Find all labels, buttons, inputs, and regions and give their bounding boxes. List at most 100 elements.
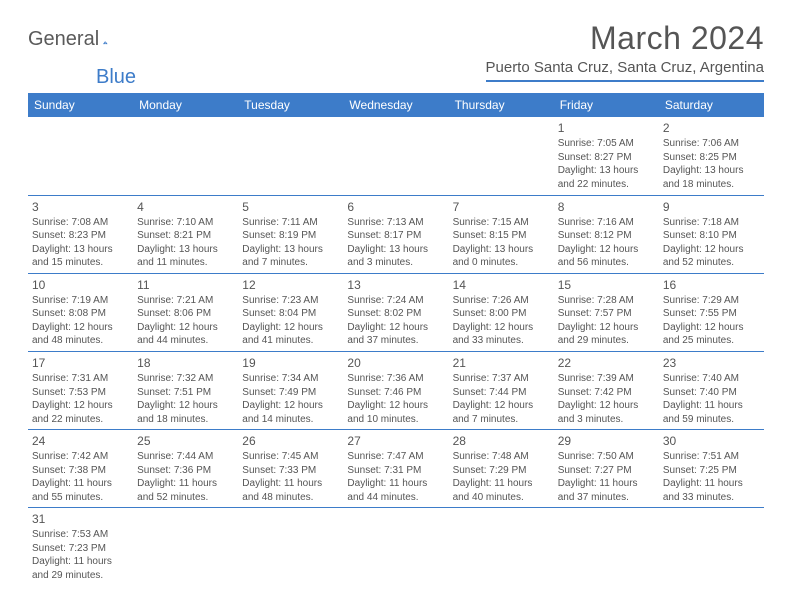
daylight-text: Daylight: 12 hours and 25 minutes. xyxy=(663,321,760,348)
sunset-text: Sunset: 7:55 PM xyxy=(663,307,760,321)
calendar-day-cell: 8Sunrise: 7:16 AMSunset: 8:12 PMDaylight… xyxy=(554,195,659,273)
calendar-day-cell xyxy=(238,508,343,586)
sunset-text: Sunset: 7:40 PM xyxy=(663,386,760,400)
daylight-text: Daylight: 13 hours and 3 minutes. xyxy=(347,243,444,270)
weekday-header: Wednesday xyxy=(343,93,448,117)
day-number: 7 xyxy=(453,199,550,215)
daylight-text: Daylight: 13 hours and 0 minutes. xyxy=(453,243,550,270)
calendar-week-row: 24Sunrise: 7:42 AMSunset: 7:38 PMDayligh… xyxy=(28,430,764,508)
calendar-day-cell xyxy=(343,508,448,586)
day-number: 1 xyxy=(558,120,655,136)
daylight-text: Daylight: 12 hours and 7 minutes. xyxy=(453,399,550,426)
calendar-day-cell: 3Sunrise: 7:08 AMSunset: 8:23 PMDaylight… xyxy=(28,195,133,273)
calendar-day-cell: 15Sunrise: 7:28 AMSunset: 7:57 PMDayligh… xyxy=(554,273,659,351)
daylight-text: Daylight: 13 hours and 15 minutes. xyxy=(32,243,129,270)
calendar-day-cell: 22Sunrise: 7:39 AMSunset: 7:42 PMDayligh… xyxy=(554,351,659,429)
calendar-day-cell: 21Sunrise: 7:37 AMSunset: 7:44 PMDayligh… xyxy=(449,351,554,429)
sunset-text: Sunset: 8:17 PM xyxy=(347,229,444,243)
daylight-text: Daylight: 12 hours and 37 minutes. xyxy=(347,321,444,348)
day-number: 28 xyxy=(453,433,550,449)
sunrise-text: Sunrise: 7:39 AM xyxy=(558,372,655,386)
daylight-text: Daylight: 12 hours and 10 minutes. xyxy=(347,399,444,426)
day-number: 21 xyxy=(453,355,550,371)
sunrise-text: Sunrise: 7:06 AM xyxy=(663,137,760,151)
weekday-header: Thursday xyxy=(449,93,554,117)
calendar-week-row: 10Sunrise: 7:19 AMSunset: 8:08 PMDayligh… xyxy=(28,273,764,351)
calendar-day-cell: 25Sunrise: 7:44 AMSunset: 7:36 PMDayligh… xyxy=(133,430,238,508)
day-number: 6 xyxy=(347,199,444,215)
calendar-day-cell: 2Sunrise: 7:06 AMSunset: 8:25 PMDaylight… xyxy=(659,117,764,195)
sunrise-text: Sunrise: 7:18 AM xyxy=(663,216,760,230)
sunset-text: Sunset: 8:12 PM xyxy=(558,229,655,243)
day-number: 8 xyxy=(558,199,655,215)
daylight-text: Daylight: 12 hours and 18 minutes. xyxy=(137,399,234,426)
sunset-text: Sunset: 8:02 PM xyxy=(347,307,444,321)
calendar-day-cell: 20Sunrise: 7:36 AMSunset: 7:46 PMDayligh… xyxy=(343,351,448,429)
daylight-text: Daylight: 12 hours and 33 minutes. xyxy=(453,321,550,348)
calendar-week-row: 1Sunrise: 7:05 AMSunset: 8:27 PMDaylight… xyxy=(28,117,764,195)
sunrise-text: Sunrise: 7:37 AM xyxy=(453,372,550,386)
sunrise-text: Sunrise: 7:15 AM xyxy=(453,216,550,230)
sunrise-text: Sunrise: 7:42 AM xyxy=(32,450,129,464)
weekday-header: Tuesday xyxy=(238,93,343,117)
sunrise-text: Sunrise: 7:28 AM xyxy=(558,294,655,308)
sunrise-text: Sunrise: 7:44 AM xyxy=(137,450,234,464)
calendar-week-row: 17Sunrise: 7:31 AMSunset: 7:53 PMDayligh… xyxy=(28,351,764,429)
day-number: 9 xyxy=(663,199,760,215)
day-number: 16 xyxy=(663,277,760,293)
daylight-text: Daylight: 12 hours and 41 minutes. xyxy=(242,321,339,348)
day-number: 31 xyxy=(32,511,129,527)
sunrise-text: Sunrise: 7:32 AM xyxy=(137,372,234,386)
daylight-text: Daylight: 12 hours and 52 minutes. xyxy=(663,243,760,270)
calendar-day-cell: 28Sunrise: 7:48 AMSunset: 7:29 PMDayligh… xyxy=(449,430,554,508)
calendar-day-cell: 31Sunrise: 7:53 AMSunset: 7:23 PMDayligh… xyxy=(28,508,133,586)
sunrise-text: Sunrise: 7:34 AM xyxy=(242,372,339,386)
calendar-day-cell xyxy=(659,508,764,586)
sunrise-text: Sunrise: 7:19 AM xyxy=(32,294,129,308)
sunset-text: Sunset: 8:19 PM xyxy=(242,229,339,243)
calendar-day-cell xyxy=(133,117,238,195)
daylight-text: Daylight: 11 hours and 59 minutes. xyxy=(663,399,760,426)
calendar-day-cell: 9Sunrise: 7:18 AMSunset: 8:10 PMDaylight… xyxy=(659,195,764,273)
sunset-text: Sunset: 7:51 PM xyxy=(137,386,234,400)
day-number: 22 xyxy=(558,355,655,371)
sunrise-text: Sunrise: 7:11 AM xyxy=(242,216,339,230)
calendar-day-cell: 10Sunrise: 7:19 AMSunset: 8:08 PMDayligh… xyxy=(28,273,133,351)
sunrise-text: Sunrise: 7:29 AM xyxy=(663,294,760,308)
sunrise-text: Sunrise: 7:53 AM xyxy=(32,528,129,542)
sunset-text: Sunset: 8:04 PM xyxy=(242,307,339,321)
daylight-text: Daylight: 11 hours and 55 minutes. xyxy=(32,477,129,504)
calendar-day-cell: 18Sunrise: 7:32 AMSunset: 7:51 PMDayligh… xyxy=(133,351,238,429)
day-number: 11 xyxy=(137,277,234,293)
calendar-day-cell: 13Sunrise: 7:24 AMSunset: 8:02 PMDayligh… xyxy=(343,273,448,351)
calendar-day-cell xyxy=(238,117,343,195)
daylight-text: Daylight: 12 hours and 48 minutes. xyxy=(32,321,129,348)
calendar-day-cell: 5Sunrise: 7:11 AMSunset: 8:19 PMDaylight… xyxy=(238,195,343,273)
day-number: 5 xyxy=(242,199,339,215)
sunset-text: Sunset: 7:46 PM xyxy=(347,386,444,400)
sunset-text: Sunset: 7:33 PM xyxy=(242,464,339,478)
weekday-header: Saturday xyxy=(659,93,764,117)
sunrise-text: Sunrise: 7:40 AM xyxy=(663,372,760,386)
sunset-text: Sunset: 7:27 PM xyxy=(558,464,655,478)
sunset-text: Sunset: 7:23 PM xyxy=(32,542,129,556)
calendar-day-cell: 26Sunrise: 7:45 AMSunset: 7:33 PMDayligh… xyxy=(238,430,343,508)
day-number: 24 xyxy=(32,433,129,449)
daylight-text: Daylight: 12 hours and 56 minutes. xyxy=(558,243,655,270)
calendar-day-cell: 17Sunrise: 7:31 AMSunset: 7:53 PMDayligh… xyxy=(28,351,133,429)
logo-sail-icon xyxy=(103,32,108,48)
sunset-text: Sunset: 8:15 PM xyxy=(453,229,550,243)
daylight-text: Daylight: 11 hours and 48 minutes. xyxy=(242,477,339,504)
daylight-text: Daylight: 12 hours and 44 minutes. xyxy=(137,321,234,348)
sunset-text: Sunset: 7:53 PM xyxy=(32,386,129,400)
sunset-text: Sunset: 7:29 PM xyxy=(453,464,550,478)
sunset-text: Sunset: 8:27 PM xyxy=(558,151,655,165)
calendar-day-cell: 23Sunrise: 7:40 AMSunset: 7:40 PMDayligh… xyxy=(659,351,764,429)
sunset-text: Sunset: 8:25 PM xyxy=(663,151,760,165)
day-number: 23 xyxy=(663,355,760,371)
sunrise-text: Sunrise: 7:21 AM xyxy=(137,294,234,308)
calendar-day-cell xyxy=(449,508,554,586)
sunset-text: Sunset: 7:57 PM xyxy=(558,307,655,321)
calendar-week-row: 31Sunrise: 7:53 AMSunset: 7:23 PMDayligh… xyxy=(28,508,764,586)
day-number: 4 xyxy=(137,199,234,215)
